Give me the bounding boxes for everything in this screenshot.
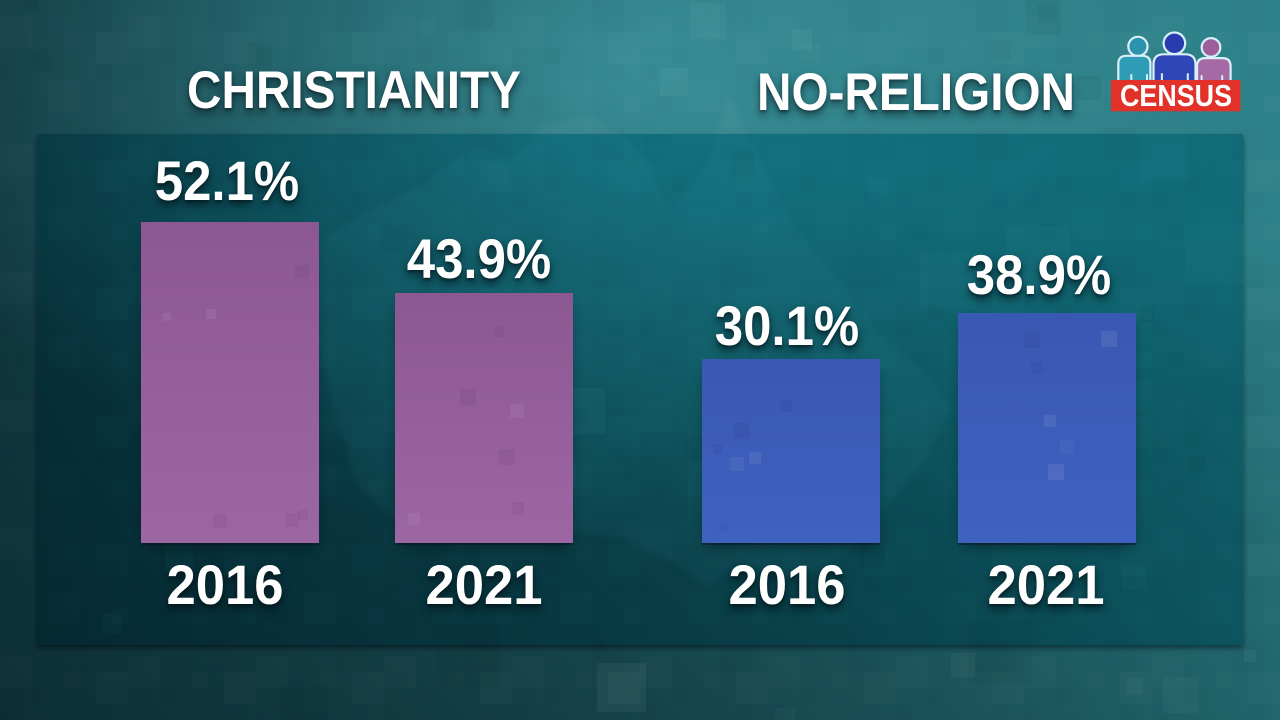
svg-text:CENSUS: CENSUS [1120, 78, 1232, 113]
